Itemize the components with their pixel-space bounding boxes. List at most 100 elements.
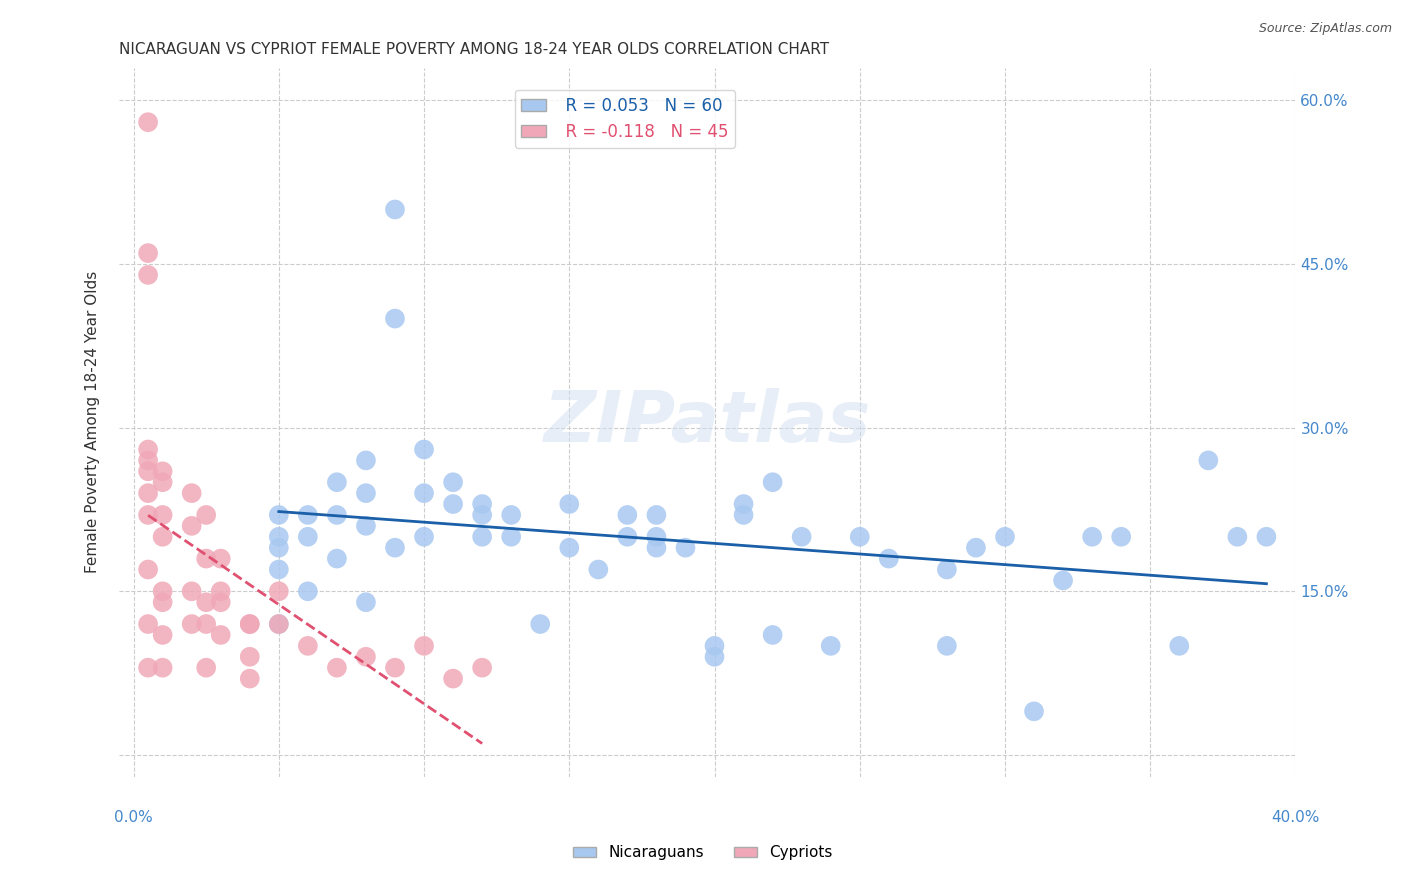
Cypriots xyxy=(180,519,202,533)
Cypriots xyxy=(152,464,174,478)
Cypriots xyxy=(180,617,202,632)
Cypriots xyxy=(136,453,159,467)
Cypriots xyxy=(195,661,218,675)
Cypriots xyxy=(209,628,232,642)
Text: ZIPatlas: ZIPatlas xyxy=(544,388,870,457)
Cypriots xyxy=(413,639,436,653)
Cypriots xyxy=(195,595,218,609)
Cypriots xyxy=(180,486,202,500)
Nicaraguans xyxy=(877,551,900,566)
Nicaraguans xyxy=(354,486,377,500)
Nicaraguans xyxy=(645,541,668,555)
Nicaraguans xyxy=(384,202,406,217)
Cypriots xyxy=(267,617,290,632)
Nicaraguans xyxy=(501,530,523,544)
Cypriots xyxy=(209,595,232,609)
Text: NICARAGUAN VS CYPRIOT FEMALE POVERTY AMONG 18-24 YEAR OLDS CORRELATION CHART: NICARAGUAN VS CYPRIOT FEMALE POVERTY AMO… xyxy=(120,42,830,57)
Nicaraguans xyxy=(267,530,290,544)
Cypriots xyxy=(152,661,174,675)
Text: Source: ZipAtlas.com: Source: ZipAtlas.com xyxy=(1258,22,1392,36)
Nicaraguans xyxy=(326,475,349,490)
Legend:   R = 0.053   N = 60,   R = -0.118   N = 45: R = 0.053 N = 60, R = -0.118 N = 45 xyxy=(515,90,735,148)
Cypriots xyxy=(195,508,218,522)
Nicaraguans xyxy=(413,486,436,500)
Cypriots xyxy=(471,661,494,675)
Nicaraguans xyxy=(935,639,957,653)
Nicaraguans xyxy=(790,530,813,544)
Cypriots xyxy=(326,661,349,675)
Cypriots xyxy=(354,649,377,664)
Nicaraguans xyxy=(965,541,987,555)
Nicaraguans xyxy=(935,562,957,576)
Nicaraguans xyxy=(1226,530,1249,544)
Nicaraguans xyxy=(354,453,377,467)
Cypriots xyxy=(209,551,232,566)
Cypriots xyxy=(180,584,202,599)
Nicaraguans xyxy=(1022,704,1045,718)
Nicaraguans xyxy=(645,530,668,544)
Nicaraguans xyxy=(267,508,290,522)
Cypriots xyxy=(136,268,159,282)
Cypriots xyxy=(152,595,174,609)
Nicaraguans xyxy=(297,584,319,599)
Cypriots xyxy=(267,584,290,599)
Nicaraguans xyxy=(820,639,842,653)
Nicaraguans xyxy=(616,508,638,522)
Nicaraguans xyxy=(413,530,436,544)
Cypriots xyxy=(297,639,319,653)
Nicaraguans xyxy=(1256,530,1278,544)
Nicaraguans xyxy=(297,508,319,522)
Cypriots xyxy=(152,628,174,642)
Nicaraguans xyxy=(1168,639,1191,653)
Cypriots xyxy=(152,508,174,522)
Nicaraguans xyxy=(1081,530,1104,544)
Cypriots xyxy=(195,617,218,632)
Nicaraguans xyxy=(703,649,725,664)
Nicaraguans xyxy=(326,551,349,566)
Cypriots xyxy=(136,115,159,129)
Cypriots xyxy=(136,486,159,500)
Nicaraguans xyxy=(354,519,377,533)
Nicaraguans xyxy=(384,541,406,555)
Cypriots xyxy=(239,617,262,632)
Text: 0.0%: 0.0% xyxy=(114,810,153,824)
Nicaraguans xyxy=(297,530,319,544)
Text: 40.0%: 40.0% xyxy=(1271,810,1320,824)
Nicaraguans xyxy=(441,475,464,490)
Cypriots xyxy=(239,672,262,686)
Nicaraguans xyxy=(471,497,494,511)
Nicaraguans xyxy=(501,508,523,522)
Cypriots xyxy=(136,442,159,457)
Legend: Nicaraguans, Cypriots: Nicaraguans, Cypriots xyxy=(567,839,839,866)
Nicaraguans xyxy=(384,311,406,326)
Cypriots xyxy=(152,475,174,490)
Cypriots xyxy=(136,562,159,576)
Cypriots xyxy=(152,530,174,544)
Nicaraguans xyxy=(1052,574,1074,588)
Nicaraguans xyxy=(441,497,464,511)
Cypriots xyxy=(152,584,174,599)
Nicaraguans xyxy=(994,530,1017,544)
Nicaraguans xyxy=(762,475,785,490)
Nicaraguans xyxy=(267,541,290,555)
Nicaraguans xyxy=(703,639,725,653)
Nicaraguans xyxy=(558,541,581,555)
Cypriots xyxy=(136,617,159,632)
Y-axis label: Female Poverty Among 18-24 Year Olds: Female Poverty Among 18-24 Year Olds xyxy=(86,271,100,574)
Nicaraguans xyxy=(645,508,668,522)
Cypriots xyxy=(441,672,464,686)
Nicaraguans xyxy=(733,497,755,511)
Nicaraguans xyxy=(471,530,494,544)
Cypriots xyxy=(136,464,159,478)
Cypriots xyxy=(209,584,232,599)
Nicaraguans xyxy=(267,617,290,632)
Nicaraguans xyxy=(588,562,610,576)
Nicaraguans xyxy=(616,530,638,544)
Cypriots xyxy=(384,661,406,675)
Nicaraguans xyxy=(558,497,581,511)
Cypriots xyxy=(136,246,159,260)
Nicaraguans xyxy=(267,562,290,576)
Cypriots xyxy=(136,508,159,522)
Nicaraguans xyxy=(762,628,785,642)
Nicaraguans xyxy=(354,595,377,609)
